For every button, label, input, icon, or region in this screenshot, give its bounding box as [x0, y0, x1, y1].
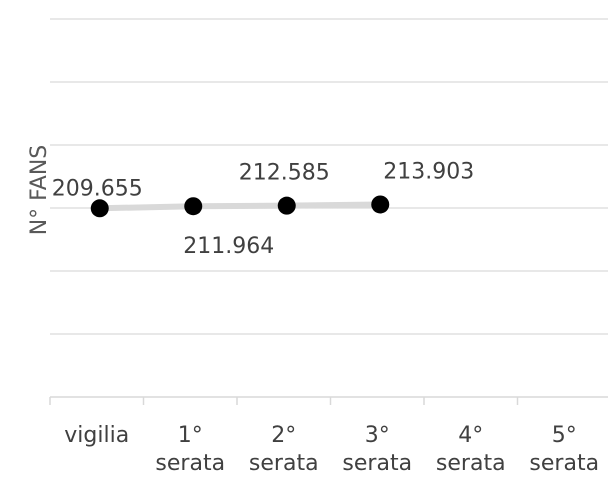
data-point [371, 195, 390, 214]
x-tick-label: 3° [365, 423, 390, 448]
x-tick-label: 1° [178, 423, 203, 448]
data-point [277, 196, 296, 215]
series-line [96, 201, 384, 212]
x-tick-label: serata [342, 451, 412, 476]
x-tick-label: 4° [458, 423, 483, 448]
series-line-path [96, 201, 384, 212]
x-axis [49, 396, 608, 405]
y-axis-title: N° FANS [27, 145, 52, 236]
x-tick-label: serata [529, 451, 599, 476]
x-tick-label: serata [436, 451, 506, 476]
data-point [90, 199, 109, 218]
x-tick-labels: vigilia 1° serata 2° serata 3° serata 4° serata 5… [64, 423, 599, 476]
x-tick-label: vigilia [64, 423, 129, 448]
data-label: 213.903 [383, 159, 474, 184]
x-tick-label: serata [249, 451, 319, 476]
x-tick-label: 5° [552, 423, 577, 448]
data-label: 212.585 [239, 161, 330, 186]
data-label: 209.655 [52, 176, 143, 201]
data-points [90, 195, 390, 218]
x-tick-label: 2° [271, 423, 296, 448]
data-point [184, 197, 203, 216]
data-label: 211.964 [183, 234, 274, 259]
data-labels: 209.655 211.964 212.585 213.903 [52, 159, 474, 259]
x-tick-label: serata [155, 451, 225, 476]
